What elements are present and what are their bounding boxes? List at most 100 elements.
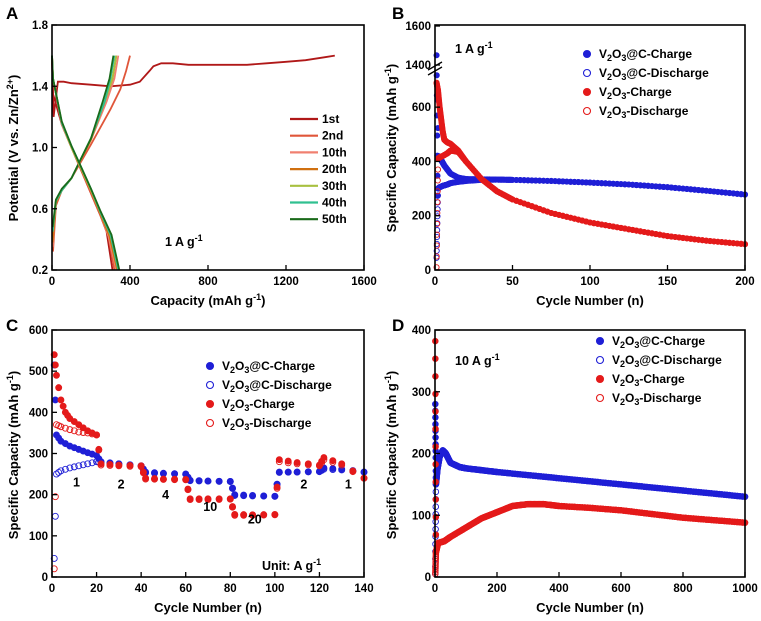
panel-c-v2o3-c-discharge-point [226,478,234,485]
panel-d-legend: V2O3@C-Charge V2O3@C-Discharge V2O3-Charge… [595,334,722,407]
panel-b-v2o3-discharge-point [730,240,737,247]
panel-b-v2o3-discharge-point [559,212,566,219]
panel-b-v2o3-c-discharge-point [668,184,675,191]
panel-b-v2o3-discharge-point [472,168,479,176]
panel-b-v2o3-discharge-point [571,215,578,222]
panel-a-rate-annotation: 1 A g-1 [165,233,203,249]
panel-b-v2o3-discharge-point [563,213,570,220]
panel-b-v2o3-discharge-point [645,229,652,236]
panel-b-v2o3-discharge-point [714,238,721,245]
panel-d-v2o3-c-discharge-point [432,488,440,496]
panel-b-v2o3-c-discharge-point [548,177,555,185]
panel-b-v2o3-discharge-point [656,231,663,238]
panel-b-v2o3-c-discharge-point [509,176,516,183]
panel-d-x-tick-label: 1000 [732,583,758,595]
panel-b-v2o3-c-discharge-point [714,188,721,195]
panel-c-v2o3-discharge-point [184,486,192,494]
panel-c-v2o3-discharge-point [204,496,212,504]
panel-c-plot-area [50,351,368,573]
panel-a-legend-label: 20th [322,162,347,176]
panel-c-x-tick-label: 120 [310,583,329,595]
panel-c-v2o3-discharge-point [126,462,134,470]
panel-a-legend-label: 30th [322,179,347,193]
panel-c-v2o3-discharge-point [137,463,145,471]
panel-c-v2o3-discharge-point [151,475,158,483]
panel-c-v2o3-discharge-point [249,511,257,519]
panel-b-x-tick-label: 50 [506,276,519,288]
panel-b-v2o3-discharge-point [722,239,729,246]
panel-c-y-tick-label: 0 [42,572,48,584]
panel-c-rate-label: 2 [300,477,307,491]
panel-c-v2o3-discharge-point [142,475,150,483]
panel-b-v2o3-discharge-point [521,200,528,207]
panel-d-x-tick-label: 800 [673,583,692,595]
panel-d-x-tick-label: 600 [611,583,630,595]
panel-c-v2o3-discharge-point [231,511,239,519]
panel-b-v2o3-discharge-point [473,170,480,177]
panel-b-x-tick-label: 100 [580,276,599,288]
panel-b-v2o3-c-discharge-point [722,189,729,196]
panel-b-v2o3-c-discharge-point [687,186,694,193]
panel-b-v2o3-c-discharge-point [652,183,659,190]
panel-b-v2o3-c-discharge-point [559,178,566,185]
panel-c-y-axis-label: Specific Capacity (mAh g-1) [5,371,21,539]
panel-c-v2o3-c-discharge-point [204,477,212,485]
panel-c-y-tick-label: 400 [29,407,48,419]
panel-c-v2o3-discharge-point [182,476,190,484]
panel-c-v2o3-discharge-point [57,423,65,431]
panel-c-v2o3-charge-point [51,361,59,369]
panel-b-v2o3-c-discharge-point [726,189,733,197]
panel-c-v2o3-charge-point [55,384,63,392]
panel-b-v2o3-discharge-point [648,230,656,237]
panel-c-rate-label: 1 [345,477,352,491]
panel-c-unit-annotation: Unit: A g-1 [262,557,321,573]
panel-b-v2o3-discharge-point [555,211,563,218]
panel-c-v2o3-c-discharge-point [75,462,83,470]
panel-c-v2o3-discharge-point [95,446,103,454]
panel-b-legend-marker [582,87,592,97]
panel-c-v2o3-charge-point [275,456,283,464]
panel-b-v2o3-c-discharge-point [625,181,632,188]
panel-b-v2o3-c-discharge-point [730,190,737,197]
panel-c-v2o3-discharge-point [66,426,74,434]
panel-b-plot-area [433,52,749,271]
panel-b-v2o3-discharge-point [734,240,741,247]
panel-b-v2o3-c-discharge-point [637,182,644,189]
panel-c-y-tick-label: 200 [29,490,48,502]
panel-a-x-tick-label: 1600 [351,276,377,288]
panel-d: D 0 200 400 600 800 1000 0 100 200 300 400 Specifi… [383,316,758,615]
panel-c-v2o3-discharge-point [271,511,279,519]
panel-b-v2o3-c-discharge-point [583,179,590,186]
panel-d-x-tick-label: 400 [549,583,568,595]
panel-a-plot-area [51,54,335,271]
panel-b-v2o3-c-discharge-point [641,182,648,189]
panel-c-v2o3-discharge-point [93,431,101,439]
panel-d-v2o3-charge-point [432,531,440,538]
panel-d-y-tick-label: 0 [425,572,431,584]
panel-c-v2o3-c-discharge-point [55,468,63,476]
panel-b-v2o3-c-discharge-point [528,177,535,184]
panel-c-x-tick-label: 60 [179,583,192,595]
panel-d-legend-marker [595,355,605,365]
panel-b-v2o3-c-discharge-point [555,178,563,185]
panel-b-v2o3-discharge-point [475,172,482,179]
panel-c-v2o3-discharge-point [171,476,179,484]
panel-c-v2o3-c-discharge-point [88,459,96,467]
panel-b-v2o3-c-discharge-point [610,180,617,187]
panel-b-v2o3-discharge-point [469,165,476,172]
panel-b-rate-annotation: 1 A g-1 [455,40,493,56]
panel-c-rate-label: 1 [73,475,80,489]
panel-a-y-tick-label: 1.4 [32,81,49,93]
panel-d-legend-label: V2O3-Charge [612,372,685,388]
panel-b-v2o3-c-discharge-point [695,186,702,194]
panel-b-v2o3-c-discharge-point [563,178,570,185]
panel-c-v2o3-c-discharge-point [260,492,268,500]
panel-b-v2o3-c-discharge-point [617,181,625,188]
panel-c-rate-label: 20 [248,512,262,526]
panel-b-v2o3-c-discharge-point [703,187,710,194]
panel-b-v2o3-discharge-point [583,218,590,225]
panel-c-letter: C [6,316,18,335]
panel-b-v2o3-discharge-point [606,222,613,229]
panel-c-v2o3-c-discharge-point [79,461,87,469]
